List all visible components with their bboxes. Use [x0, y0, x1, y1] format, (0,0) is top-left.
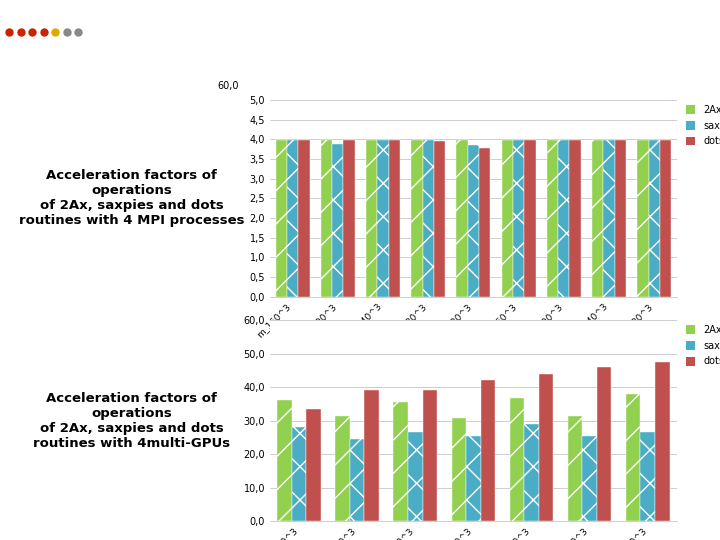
Bar: [292, 427, 306, 521]
Bar: [510, 398, 524, 521]
Bar: [434, 141, 445, 296]
Bar: [524, 140, 536, 296]
Bar: [336, 416, 350, 521]
Bar: [592, 140, 603, 296]
Bar: [641, 433, 655, 521]
Text: Acceleration factors of
operations
of 2Ax, saxpies and dots
routines with 4multi: Acceleration factors of operations of 2A…: [33, 392, 230, 450]
Bar: [660, 140, 671, 296]
Bar: [637, 140, 649, 296]
Bar: [481, 380, 495, 521]
Bar: [411, 140, 423, 296]
Bar: [655, 362, 670, 521]
Bar: [626, 394, 641, 521]
Bar: [513, 140, 524, 296]
Bar: [597, 367, 611, 521]
Bar: [539, 374, 553, 521]
Bar: [568, 416, 582, 521]
Bar: [615, 140, 626, 296]
Bar: [321, 140, 332, 296]
Bar: [451, 418, 466, 521]
Bar: [366, 140, 377, 296]
Bar: [468, 145, 479, 296]
Bar: [389, 140, 400, 296]
Bar: [287, 140, 298, 296]
Bar: [479, 148, 490, 296]
Text: 60,0: 60,0: [217, 81, 239, 91]
Bar: [298, 140, 310, 296]
Legend: 2Ax, saxpies, dots: 2Ax, saxpies, dots: [685, 325, 720, 367]
Bar: [276, 140, 287, 296]
Bar: [364, 390, 379, 521]
Bar: [649, 140, 660, 296]
Bar: [547, 140, 558, 296]
Bar: [332, 144, 343, 296]
Bar: [306, 409, 321, 521]
Bar: [603, 140, 615, 296]
Bar: [558, 140, 570, 296]
Bar: [277, 401, 292, 521]
Bar: [570, 140, 581, 296]
Legend: 2Ax, saxpies, dots: 2Ax, saxpies, dots: [685, 105, 720, 146]
Bar: [343, 140, 355, 296]
Text: Acceleration factors of
operations
of 2Ax, saxpies and dots
routines with 4 MPI : Acceleration factors of operations of 2A…: [19, 169, 244, 227]
Bar: [423, 140, 434, 296]
Bar: [423, 390, 437, 521]
Bar: [582, 436, 597, 521]
Bar: [502, 140, 513, 296]
Bar: [408, 433, 423, 521]
Bar: [377, 140, 389, 296]
Bar: [524, 424, 539, 521]
Bar: [466, 436, 481, 521]
Bar: [394, 402, 408, 521]
Text: Results (II): Results (II): [9, 49, 103, 64]
Bar: [456, 140, 468, 296]
Bar: [350, 439, 364, 521]
Text: Performance Evaluation: Performance Evaluation: [9, 9, 168, 22]
